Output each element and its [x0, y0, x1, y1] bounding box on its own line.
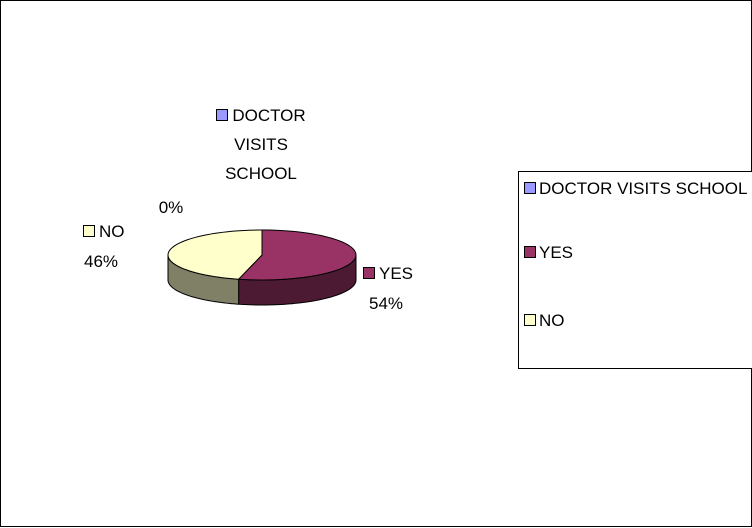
- pie-slice: [167, 229, 263, 305]
- slice-top: [237, 229, 357, 281]
- data-label-name: NO: [99, 222, 125, 241]
- data-label-value: 54%: [368, 294, 404, 313]
- data-label-value: 46%: [83, 252, 119, 271]
- slice-top: [167, 229, 263, 280]
- data-label-name: DOCTOR VISITS SCHOOL: [225, 106, 306, 183]
- legend-label: YES: [539, 243, 574, 262]
- legend: DOCTOR VISITS SCHOOL YES NO: [518, 171, 752, 369]
- data-label-name: YES: [379, 264, 414, 283]
- label-marker: [216, 109, 229, 121]
- legend-marker: [524, 246, 536, 258]
- label-marker: [83, 225, 95, 237]
- label-marker: [363, 267, 375, 279]
- pie-slice: [237, 229, 357, 306]
- legend-entry: NO: [524, 310, 752, 332]
- legend-entry: DOCTOR VISITS SCHOOL: [524, 178, 752, 200]
- legend-marker: [524, 314, 536, 326]
- data-label: NO: [83, 217, 163, 246]
- legend-label: NO: [539, 311, 565, 330]
- data-label-value: 0%: [158, 198, 184, 217]
- data-label: DOCTOR VISITS SCHOOL: [196, 101, 326, 188]
- legend-label: DOCTOR VISITS SCHOOL: [539, 179, 748, 198]
- legend-marker: [524, 182, 536, 194]
- legend-entry: YES: [524, 242, 752, 264]
- data-label: YES: [363, 259, 443, 288]
